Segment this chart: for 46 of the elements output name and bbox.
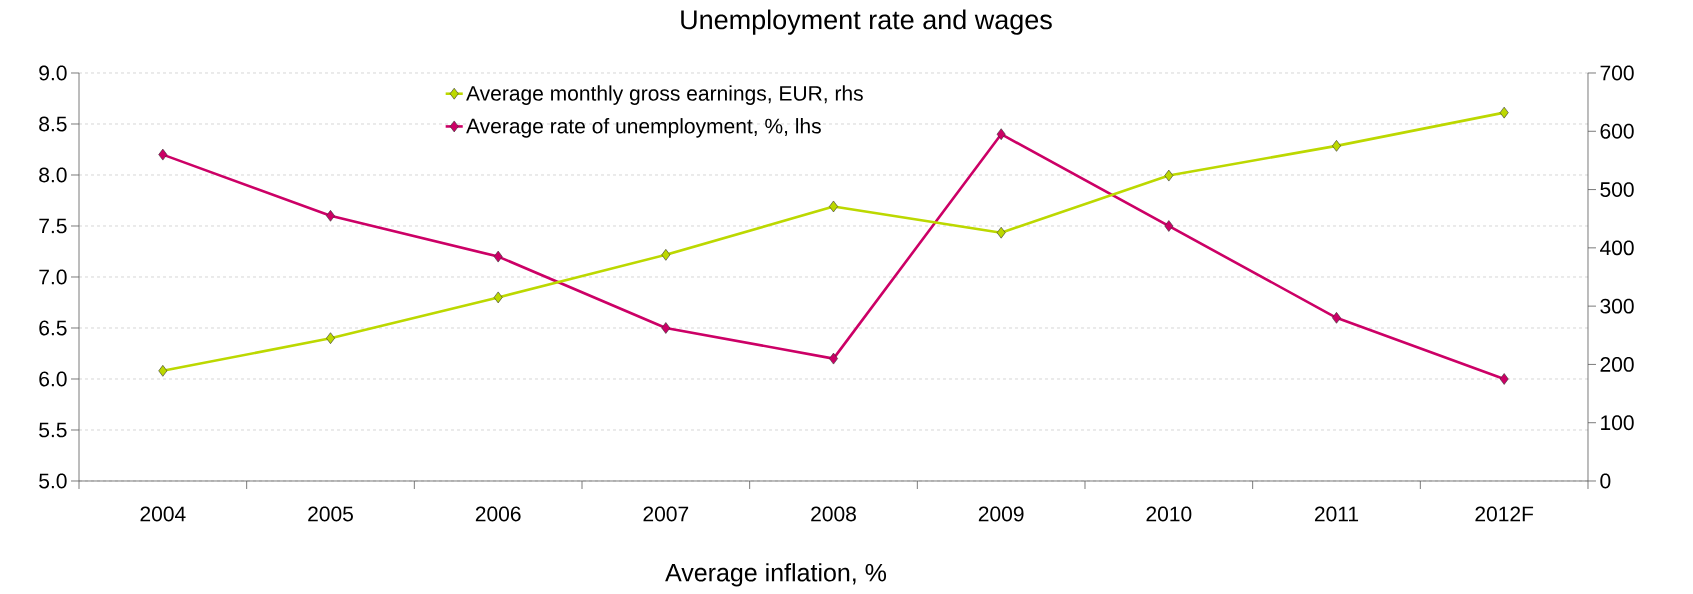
y2-tick-label: 700	[1600, 65, 1634, 81]
point	[661, 249, 671, 261]
point	[1332, 140, 1341, 152]
y2-tick-label: 300	[1600, 298, 1634, 314]
x-tick-label: 2012F	[1475, 506, 1534, 522]
chart-title: Unemployment rate and wages	[681, 9, 1052, 35]
point	[158, 148, 168, 161]
point	[493, 291, 503, 304]
x-tick-label: 2005	[308, 506, 353, 522]
y-tick-label: 8.5	[39, 116, 67, 132]
y-tick-label: 6.0	[39, 371, 67, 387]
legend-label: Average rate of unemployment, %, lhs	[466, 118, 821, 138]
y-tick-label: 6.5	[39, 320, 67, 336]
x-tick-label: 2011	[1314, 506, 1359, 522]
point	[326, 332, 335, 344]
point	[661, 322, 671, 334]
y-tick-label: 7.5	[39, 218, 67, 234]
point	[326, 210, 335, 222]
point	[996, 128, 1006, 140]
point	[996, 226, 1006, 239]
x-tick-label: 2006	[475, 506, 521, 522]
x-tick-label: 2008	[811, 506, 856, 522]
point	[1499, 106, 1509, 119]
x-tick-label: 2009	[978, 506, 1024, 522]
y-tick-label: 8.0	[39, 167, 67, 183]
point	[1332, 312, 1341, 324]
y-tick-label: 9.0	[39, 65, 67, 81]
y-tick-label: 5.5	[39, 422, 67, 438]
point	[158, 365, 168, 377]
point	[1164, 220, 1174, 232]
point	[493, 250, 503, 263]
y2-tick-label: 500	[1600, 182, 1634, 197]
legend-label: Average monthly gross earnings, EUR, rhs	[466, 85, 863, 105]
y2-tick-label: 100	[1601, 415, 1634, 431]
y-tick-label: 7.0	[39, 269, 67, 285]
y2-tick-label: 200	[1600, 356, 1634, 372]
x-tick-label: 2007	[643, 506, 689, 522]
x-axis-title: Average inflation, %	[665, 563, 887, 587]
point	[1164, 169, 1174, 182]
x-tick-label: 2004	[140, 506, 186, 522]
y-tick-label: 5.0	[39, 473, 67, 489]
y2-tick-label: 400	[1600, 240, 1634, 256]
x-tick-label: 2010	[1146, 506, 1192, 522]
y2-tick-label: 0	[1600, 473, 1611, 489]
point	[1499, 373, 1509, 385]
y2-tick-label: 600	[1600, 123, 1634, 139]
